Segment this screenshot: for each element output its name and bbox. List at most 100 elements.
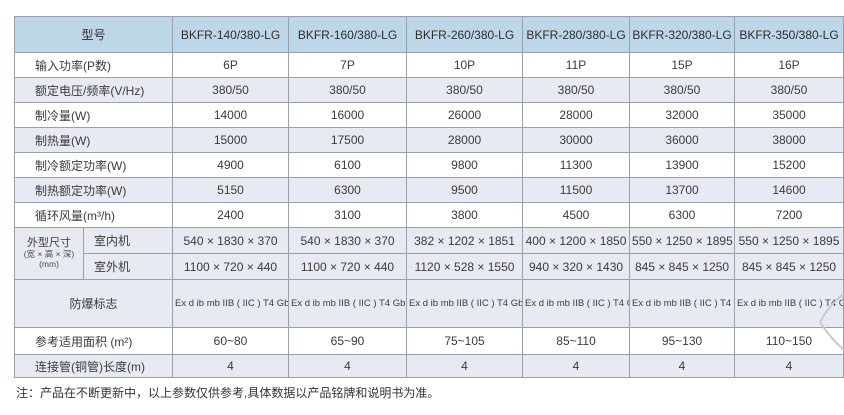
spec-value: 32000 <box>629 102 736 128</box>
row-label: 制冷额定功率(W) <box>13 152 174 178</box>
spec-value: 9800 <box>406 152 524 178</box>
model-name: BKFR-160/380-LG <box>288 16 408 53</box>
spec-value: 75~105 <box>406 327 524 355</box>
spec-value: 940 × 320 × 1430 <box>522 253 631 280</box>
spec-value: 9500 <box>406 177 524 203</box>
spec-value: 6300 <box>288 177 408 203</box>
explosion-proof-marking: Ex d ib mb IIB ( IIC ) T4 Gb <box>288 279 408 328</box>
table-row-input-power: 输入功率(P数) 6P 7P 10P 11P 15P 16P <box>13 52 844 78</box>
spec-value: 4 <box>288 354 408 378</box>
spec-value: 380/50 <box>172 77 290 103</box>
row-label: 防爆标志 <box>13 279 174 328</box>
spec-value: 4 <box>734 354 844 378</box>
spec-value: 17500 <box>288 127 408 153</box>
model-name: BKFR-320/380-LG <box>629 16 736 53</box>
spec-value: 380/50 <box>629 77 736 103</box>
spec-value: 7200 <box>734 202 844 228</box>
spec-value: 85~110 <box>522 327 631 355</box>
spec-value: 38000 <box>734 127 844 153</box>
spec-value: 13900 <box>629 152 736 178</box>
spec-value: 15000 <box>172 127 290 153</box>
dimensions-label-line3: (mm) <box>39 258 59 269</box>
row-label: 制热额定功率(W) <box>13 177 174 203</box>
spec-value: 15P <box>629 52 736 78</box>
spec-table: 型号 BKFR-140/380-LG BKFR-160/380-LG BKFR-… <box>13 16 844 378</box>
indoor-unit-label: 室内机 <box>82 227 174 254</box>
spec-value: 28000 <box>406 127 524 153</box>
spec-value: 550 × 1250 × 1895 <box>629 227 736 254</box>
spec-value: 65~90 <box>288 327 408 355</box>
spec-value: 5150 <box>172 177 290 203</box>
spec-value: 3100 <box>288 202 408 228</box>
spec-value: 540 × 1830 × 370 <box>172 227 290 254</box>
table-row-cooling-capacity: 制冷量(W) 14000 16000 26000 28000 32000 350… <box>13 102 844 128</box>
spec-value: 1100 × 720 × 440 <box>288 253 408 280</box>
spec-value: 380/50 <box>522 77 631 103</box>
table-row-cooling-rated-power: 制冷额定功率(W) 4900 6100 9800 11300 13900 152… <box>13 152 844 178</box>
dimensions-label-line1: 外型尺寸 <box>27 237 71 250</box>
spec-value: 1120 × 528 × 1550 <box>406 253 524 280</box>
table-row-outdoor-dimensions: 室外机 1100 × 720 × 440 1100 × 720 × 440 11… <box>15 253 844 280</box>
spec-value: 400 × 1200 × 1850 <box>522 227 631 254</box>
spec-value: 28000 <box>522 102 631 128</box>
table-row-air-circulation: 循环风量(m³/h) 2400 3100 3800 4500 6300 7200 <box>13 202 844 228</box>
spec-value: 382 × 1202 × 1851 <box>406 227 524 254</box>
spec-value: 14000 <box>172 102 290 128</box>
explosion-proof-marking: Ex d ib mb IIB ( IIC ) T4 Gb <box>172 279 290 328</box>
spec-value: 3800 <box>406 202 524 228</box>
dimensions-label-line2: (宽 × 高 × 深) <box>23 249 75 260</box>
outdoor-unit-label: 室外机 <box>82 253 174 280</box>
spec-value: 6300 <box>629 202 736 228</box>
spec-value: 380/50 <box>406 77 524 103</box>
spec-value: 60~80 <box>172 327 290 355</box>
spec-value: 4500 <box>522 202 631 228</box>
table-row-applicable-area: 参考适用面积 (m²) 60~80 65~90 75~105 85~110 95… <box>13 327 844 355</box>
spec-value: 11P <box>522 52 631 78</box>
table-row-pipe-length: 连接管(铜管)长度(m) 4 4 4 4 4 4 <box>13 354 844 378</box>
spec-value: 36000 <box>629 127 736 153</box>
model-header-label: 型号 <box>13 16 174 53</box>
row-label: 循环风量(m³/h) <box>13 202 174 228</box>
table-row-explosion-proof-mark: 防爆标志 Ex d ib mb IIB ( IIC ) T4 Gb Ex d i… <box>13 279 844 328</box>
row-label: 连接管(铜管)长度(m) <box>13 354 174 378</box>
spec-value: 16P <box>734 52 844 78</box>
spec-value: 6P <box>172 52 290 78</box>
spec-value: 845 × 845 × 1250 <box>629 253 736 280</box>
spec-value: 4 <box>629 354 736 378</box>
spec-value: 30000 <box>522 127 631 153</box>
row-label: 参考适用面积 (m²) <box>13 327 174 355</box>
explosion-proof-marking: Ex d ib mb IIB ( IIC ) T4 Gb <box>629 279 736 328</box>
chevron-decoration-icon <box>819 293 844 351</box>
spec-value: 4 <box>522 354 631 378</box>
table-header-row: 型号 BKFR-140/380-LG BKFR-160/380-LG BKFR-… <box>13 16 844 53</box>
explosion-proof-marking: Ex d ib mb IIB ( IIC ) T4 Gb <box>734 279 844 328</box>
spec-value: 26000 <box>406 102 524 128</box>
table-row-heating-capacity: 制热量(W) 15000 17500 28000 30000 36000 380… <box>13 127 844 153</box>
spec-value: 16000 <box>288 102 408 128</box>
model-name: BKFR-350/380-LG <box>734 16 844 53</box>
model-name: BKFR-260/380-LG <box>406 16 524 53</box>
spec-value: 4 <box>172 354 290 378</box>
spec-value: 14600 <box>734 177 844 203</box>
row-label: 输入功率(P数) <box>13 52 174 78</box>
spec-value: 95~130 <box>629 327 736 355</box>
model-name: BKFR-280/380-LG <box>522 16 631 53</box>
spec-value: 845 × 845 × 1250 <box>734 253 844 280</box>
spec-value: 550 × 1250 × 1895 <box>734 227 844 254</box>
spec-value: 6100 <box>288 152 408 178</box>
spec-value: 11300 <box>522 152 631 178</box>
spec-value: 4 <box>406 354 524 378</box>
explosion-proof-marking: Ex d ib mb IIB ( IIC ) T4 Gb <box>406 279 524 328</box>
spec-value: 540 × 1830 × 370 <box>288 227 408 254</box>
table-row-heating-rated-power: 制热额定功率(W) 5150 6300 9500 11500 13700 146… <box>13 177 844 203</box>
explosion-proof-marking: Ex d ib mb IIB ( IIC ) T4 Gb <box>522 279 631 328</box>
spec-value: 380/50 <box>734 77 844 103</box>
spec-value: 380/50 <box>288 77 408 103</box>
table-row-indoor-dimensions: 外型尺寸 (宽 × 高 × 深) (mm) 室内机 540 × 1830 × 3… <box>14 227 844 280</box>
spec-value: 15200 <box>734 152 844 178</box>
spec-value: 11500 <box>522 177 631 203</box>
row-label: 制冷量(W) <box>13 102 174 128</box>
row-label: 制热量(W) <box>13 127 174 153</box>
spec-value: 4900 <box>172 152 290 178</box>
footnote: 注：产品在不断更新中，以上参数仅供参考,具体数据以产品铭牌和说明书为准。 <box>16 386 440 400</box>
